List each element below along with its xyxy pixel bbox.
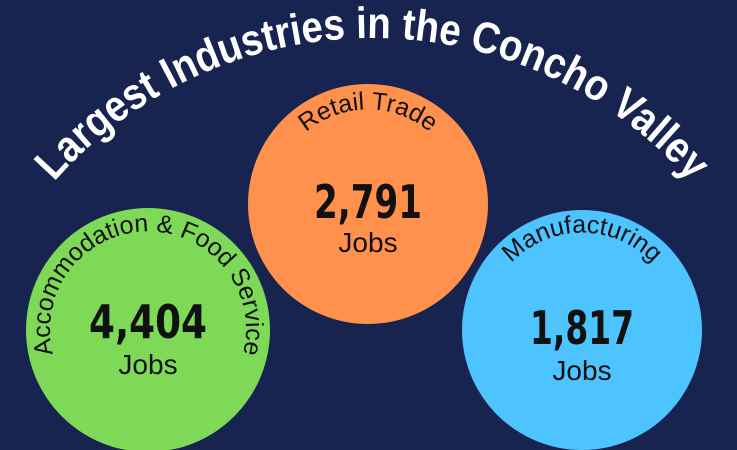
jobs-count: 4,404 bbox=[89, 295, 207, 349]
jobs-unit: Jobs bbox=[552, 355, 611, 386]
jobs-unit: Jobs bbox=[338, 227, 397, 258]
jobs-count: 1,817 bbox=[530, 301, 634, 355]
jobs-count: 2,791 bbox=[314, 175, 422, 229]
industry-circle bbox=[26, 208, 270, 450]
industry-circle bbox=[248, 84, 488, 324]
industry-circle bbox=[462, 210, 702, 450]
jobs-unit: Jobs bbox=[118, 349, 177, 380]
